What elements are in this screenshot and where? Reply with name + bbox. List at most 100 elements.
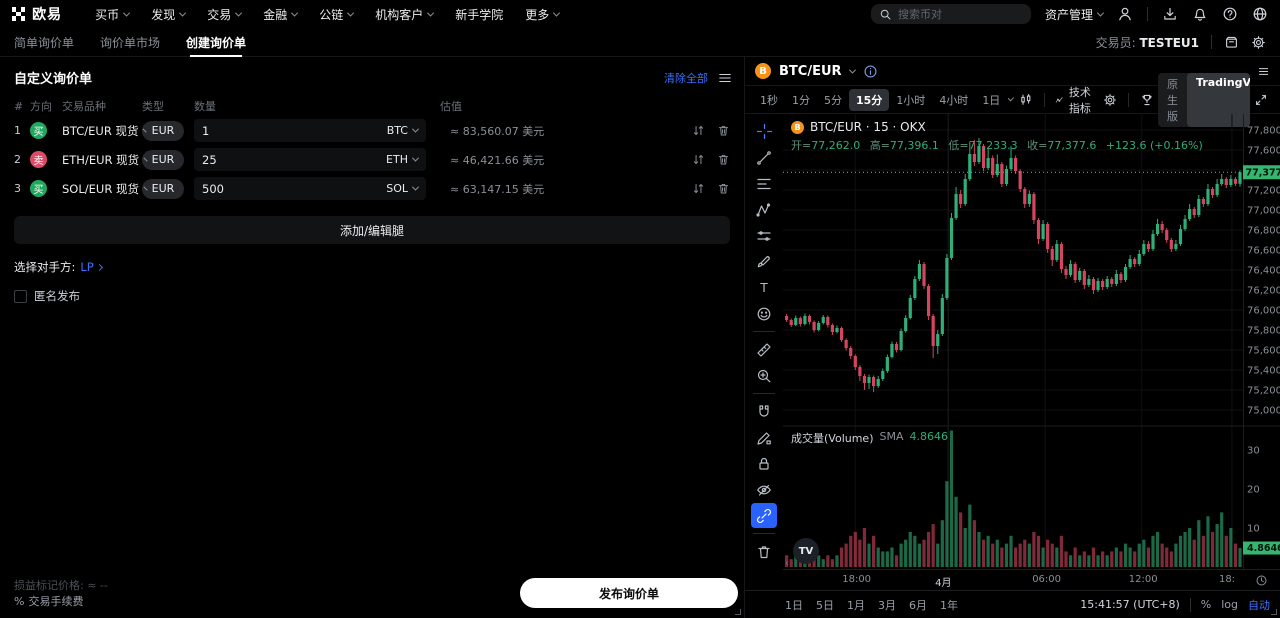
download-icon[interactable] [1162, 6, 1178, 22]
interval-5m[interactable]: 5分 [824, 93, 842, 107]
instrument-selector[interactable]: ETH/EUR 现货 [62, 152, 148, 168]
nav-item-discover[interactable]: 发现 [140, 0, 196, 28]
tab-create-rfq[interactable]: 创建询价单 [186, 28, 246, 57]
zoom-in-tool-icon[interactable] [751, 363, 777, 388]
measure-ruler-tool-icon[interactable] [751, 337, 777, 362]
tradingview-logo[interactable]: TV [793, 538, 819, 564]
lock-drawings-tool-icon[interactable] [751, 451, 777, 476]
chart-clock[interactable]: 15:41:57 (UTC+8) [1080, 598, 1180, 611]
instrument-selector[interactable]: SOL/EUR 现货 [62, 181, 148, 197]
delete-trash-icon[interactable] [717, 182, 730, 195]
clear-all-link[interactable]: 清除全部 [664, 71, 708, 85]
candlestick-chart[interactable]: 77,800.077,600.077,400.077,200.077,000.0… [783, 114, 1280, 569]
instrument-selector[interactable]: BTC/EUR 现货 [62, 123, 148, 139]
range-1m[interactable]: 1月 [847, 598, 865, 612]
nav-item-buy-crypto[interactable]: 买币 [84, 0, 140, 28]
okx-logo[interactable]: 欧易 [12, 4, 62, 24]
currency-type-button[interactable]: EUR [142, 178, 184, 199]
swap-icon[interactable] [692, 182, 705, 195]
native-version-button[interactable]: 原生版 [1167, 77, 1179, 123]
hide-drawings-eye-icon[interactable] [751, 477, 777, 502]
orders-box-icon[interactable] [1224, 35, 1239, 50]
interval-1h[interactable]: 1小时 [896, 93, 926, 107]
chevron-down-icon[interactable] [848, 66, 856, 74]
help-icon[interactable] [1222, 6, 1238, 22]
amount-input[interactable] [202, 123, 387, 138]
trading-cup-icon[interactable] [1136, 93, 1158, 107]
unit-selector[interactable]: BTC [387, 124, 420, 137]
scroll-left-arrow[interactable]: ‹ [785, 558, 789, 569]
tab-simple-rfq[interactable]: 简单询价单 [14, 35, 75, 50]
indicators-button[interactable]: 技术指标 [1051, 84, 1099, 116]
notifications-bell-icon[interactable] [1192, 6, 1208, 22]
search-input[interactable] [897, 7, 1008, 21]
interval-1d[interactable]: 1日 [982, 93, 1001, 107]
text-tool-icon[interactable]: T [751, 275, 777, 300]
tab-rfq-market[interactable]: 询价单市场 [100, 35, 161, 50]
interval-15m[interactable]: 15分 [849, 88, 890, 111]
range-5d[interactable]: 5日 [816, 598, 834, 612]
unit-selector[interactable]: SOL [386, 182, 420, 195]
info-icon[interactable] [863, 64, 878, 79]
brush-tool-icon[interactable] [751, 249, 777, 274]
currency-type-button[interactable]: EUR [142, 120, 184, 141]
swap-icon[interactable] [692, 124, 705, 137]
nav-item-academy[interactable]: 新手学院 [455, 7, 504, 22]
xabcd-pattern-tool-icon[interactable] [751, 197, 777, 222]
settings-gear-icon[interactable] [1251, 35, 1266, 50]
range-6m[interactable]: 6月 [909, 598, 927, 612]
range-3m[interactable]: 3月 [878, 598, 896, 612]
nav-item-chain[interactable]: 公链 [308, 0, 364, 28]
search-box[interactable] [870, 4, 1031, 24]
divider [1043, 92, 1045, 107]
candle-style-icon[interactable] [1015, 93, 1037, 107]
amount-input[interactable] [202, 152, 387, 167]
emoji-tool-icon[interactable] [751, 301, 777, 326]
timezone-clock-icon[interactable] [1255, 574, 1268, 590]
trend-line-tool-icon[interactable] [751, 145, 777, 170]
position-tool-icon[interactable] [751, 223, 777, 248]
swap-icon[interactable] [692, 153, 705, 166]
resize-handle[interactable] [735, 609, 741, 615]
drawing-edit-tool-icon[interactable] [751, 425, 777, 450]
range-1y[interactable]: 1年 [940, 598, 958, 612]
chart-area[interactable]: 77,800.077,600.077,400.077,200.077,000.0… [783, 114, 1280, 590]
range-1d[interactable]: 1日 [785, 598, 803, 612]
nav-item-more[interactable]: 更多 [514, 0, 570, 28]
delete-trash-icon[interactable] [717, 124, 730, 137]
assets-menu[interactable]: 资产管理 [1045, 6, 1105, 23]
remove-drawings-trash-icon[interactable] [751, 539, 777, 564]
log-scale-button[interactable]: log [1221, 598, 1238, 611]
user-icon[interactable] [1117, 6, 1133, 22]
counterparty-selector[interactable]: LP [80, 260, 103, 274]
chart-settings-gear-icon[interactable] [1099, 93, 1121, 107]
nav-item-trade[interactable]: 交易 [196, 0, 252, 28]
anonymous-checkbox[interactable] [14, 289, 27, 303]
panel-menu-icon[interactable] [1257, 65, 1270, 78]
resize-handle[interactable] [1271, 609, 1277, 615]
interval-1s[interactable]: 1秒 [760, 93, 778, 107]
add-edit-legs-button[interactable]: 添加/编辑腿 [14, 216, 730, 244]
fullscreen-icon[interactable] [1250, 93, 1272, 107]
interval-1m[interactable]: 1分 [792, 93, 810, 107]
amount-input[interactable] [202, 181, 387, 196]
divider [1211, 35, 1212, 49]
unit-selector[interactable]: ETH [386, 153, 420, 166]
auto-scale-button[interactable]: 自动 [1248, 598, 1270, 612]
currency-type-button[interactable]: EUR [142, 149, 184, 170]
delete-trash-icon[interactable] [717, 153, 730, 166]
language-globe-icon[interactable] [1252, 6, 1268, 22]
fib-retracement-tool-icon[interactable] [751, 171, 777, 196]
publish-rfq-button[interactable]: 发布询价单 [520, 578, 738, 608]
tradingview-version-button[interactable]: TradingView [1187, 72, 1251, 127]
chevron-down-icon[interactable] [1008, 95, 1015, 102]
sync-link-tool-icon[interactable] [751, 503, 777, 528]
percent-scale-button[interactable]: % [1200, 598, 1212, 611]
menu-icon[interactable] [718, 71, 732, 85]
time-axis[interactable]: 18:00 4月 06:00 12:00 18: [783, 569, 1280, 590]
magnet-tool-icon[interactable] [751, 399, 777, 424]
nav-item-institutional[interactable]: 机构客户 [364, 0, 444, 28]
interval-4h[interactable]: 4小时 [939, 93, 969, 107]
nav-item-finance[interactable]: 金融 [252, 0, 308, 28]
crosshair-tool-icon[interactable] [751, 119, 777, 144]
